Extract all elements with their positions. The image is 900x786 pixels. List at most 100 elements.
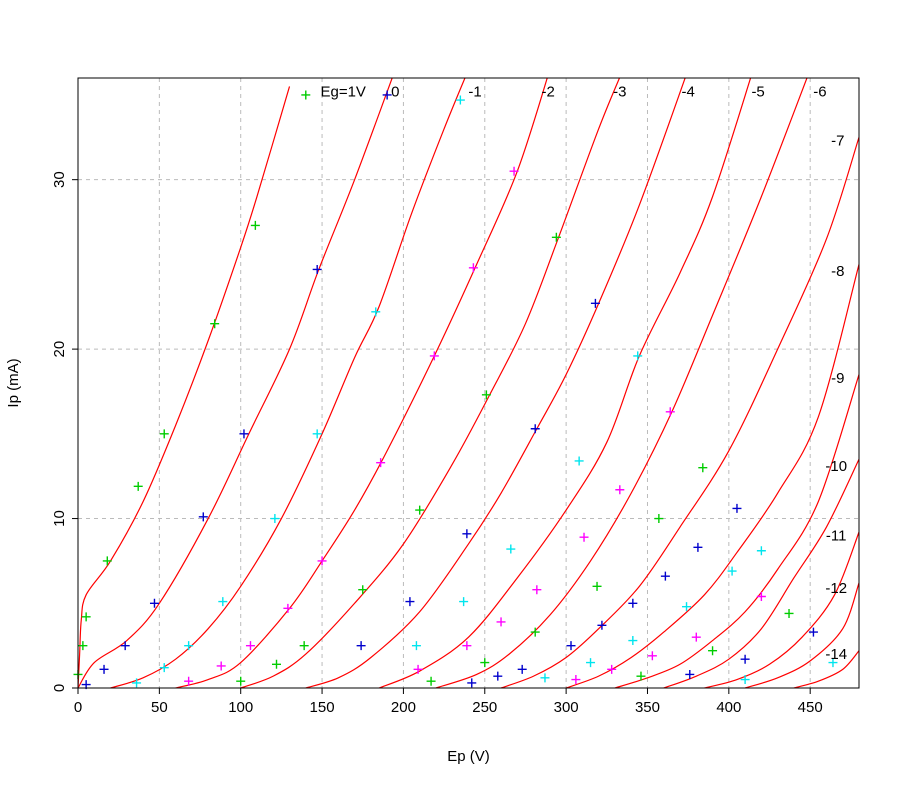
data-point <box>270 514 280 524</box>
curve-label: -10 <box>825 458 847 475</box>
data-point <box>133 481 143 491</box>
x-axis: 0 50 100 150 200 250 300 350 400 450 <box>74 688 823 716</box>
data-point <box>665 407 675 417</box>
data-point <box>509 166 519 176</box>
curve-labels: Eg=1V 0 -1 -2 -3 -4 -5 -6 -7 -8 -9 -10 -11 -12 -14 <box>320 84 847 664</box>
y-tick-label: 10 <box>51 510 68 527</box>
data-point <box>597 620 607 630</box>
x-tick-label: 50 <box>151 699 168 716</box>
data-point <box>628 636 638 646</box>
data-point <box>480 658 490 668</box>
data-point <box>808 627 818 637</box>
x-tick-label: 350 <box>635 699 660 716</box>
data-point <box>413 664 423 674</box>
data-point <box>411 641 421 651</box>
curve--4 <box>305 78 686 688</box>
curve-label: -2 <box>542 84 555 101</box>
data-point <box>455 95 465 105</box>
data-point <box>756 546 766 556</box>
data-point <box>81 612 91 622</box>
data-point <box>628 598 638 608</box>
grid-lines <box>78 78 859 688</box>
data-point <box>239 429 249 439</box>
data-point <box>740 675 750 685</box>
curve-label: -9 <box>831 370 844 387</box>
curve--10 <box>663 458 859 688</box>
x-tick-label: 150 <box>310 699 335 716</box>
x-axis-title: Ep (V) <box>447 748 490 765</box>
data-point <box>245 641 255 651</box>
data-point <box>615 485 625 495</box>
curve-label: -11 <box>826 528 847 545</box>
data-point <box>198 512 208 522</box>
curve--7 <box>500 137 859 688</box>
data-point <box>732 503 742 513</box>
data-point <box>184 641 194 651</box>
data-point <box>693 542 703 552</box>
data-point <box>371 307 381 317</box>
data-point <box>184 676 194 686</box>
x-tick-label: 200 <box>391 699 416 716</box>
data-point <box>685 669 695 679</box>
data-point <box>530 424 540 434</box>
curve-label: -3 <box>613 84 626 101</box>
fitted-curves <box>78 78 859 688</box>
data-point <box>99 664 109 674</box>
data-point <box>159 663 169 673</box>
data-point <box>78 641 88 651</box>
data-point <box>633 351 643 361</box>
data-point <box>312 429 322 439</box>
data-point <box>540 673 550 683</box>
x-tick-label: 0 <box>74 699 82 716</box>
data-point <box>647 651 657 661</box>
curve-label: -5 <box>751 84 764 101</box>
curve-label: -7 <box>831 133 844 150</box>
data-point <box>493 671 503 681</box>
y-axis: 0 10 20 30 <box>51 171 78 692</box>
curve--14 <box>793 650 859 688</box>
data-point <box>517 664 527 674</box>
data-points <box>73 90 838 690</box>
curve--11 <box>704 531 859 688</box>
data-point <box>506 544 516 554</box>
curve-label: -6 <box>813 84 826 101</box>
data-point <box>301 90 311 100</box>
plot-frame <box>77 77 860 689</box>
x-tick-label: 450 <box>798 699 823 716</box>
data-point <box>530 627 540 637</box>
data-point <box>317 556 327 566</box>
data-point <box>592 581 602 591</box>
curve-Eg1V <box>78 86 291 688</box>
curve--5 <box>378 78 752 688</box>
curve--9 <box>614 374 859 688</box>
curve--8 <box>565 264 859 688</box>
data-point <box>708 646 718 656</box>
data-point <box>654 514 664 524</box>
curve-0 <box>78 78 393 688</box>
data-point <box>574 456 584 466</box>
data-point <box>426 676 436 686</box>
curve--2 <box>175 78 548 688</box>
data-point <box>312 264 322 274</box>
data-point <box>636 671 646 681</box>
data-point <box>607 664 617 674</box>
data-point <box>496 617 506 627</box>
data-point <box>132 678 142 688</box>
data-point <box>566 641 576 651</box>
data-point <box>283 603 293 613</box>
data-point <box>468 263 478 273</box>
data-point <box>236 676 246 686</box>
data-point <box>481 390 491 400</box>
data-point <box>218 597 228 607</box>
curve--1 <box>110 78 466 688</box>
data-point <box>216 661 226 671</box>
data-point <box>756 592 766 601</box>
data-point <box>299 641 309 651</box>
data-point <box>551 232 561 242</box>
data-point <box>356 641 366 651</box>
data-point <box>272 659 282 669</box>
curve-label: -8 <box>831 263 844 280</box>
data-point <box>462 529 472 539</box>
data-point <box>210 319 220 329</box>
